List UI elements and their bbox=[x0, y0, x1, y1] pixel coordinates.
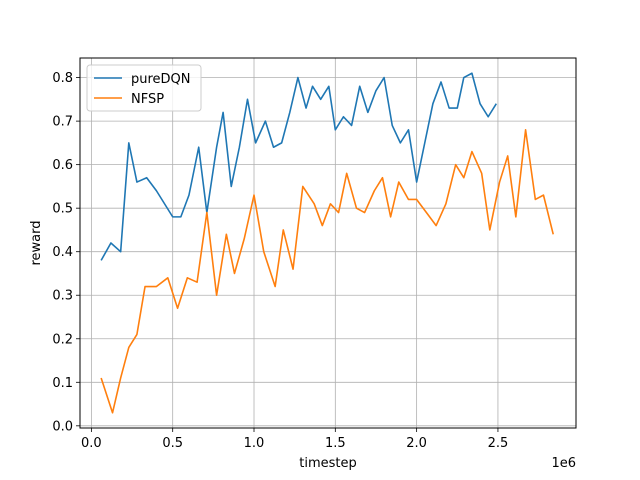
y-axis-label: reward bbox=[29, 220, 44, 265]
x-tick-label: 2.0 bbox=[406, 436, 427, 451]
y-tick-label: 0.5 bbox=[52, 202, 73, 217]
x-axis-offset-label: 1e6 bbox=[551, 456, 576, 471]
y-tick-label: 0.6 bbox=[52, 158, 73, 173]
grid bbox=[80, 58, 576, 428]
x-axis-label: timestep bbox=[299, 456, 357, 471]
y-tick-label: 0.0 bbox=[52, 419, 73, 434]
series-line-nfsp bbox=[100, 129, 555, 414]
y-tick-label: 0.1 bbox=[52, 376, 73, 391]
x-tick-label: 1.0 bbox=[244, 436, 265, 451]
y-tick-label: 0.8 bbox=[52, 71, 73, 86]
x-tick-label: 1.5 bbox=[325, 436, 346, 451]
plot-frame bbox=[79, 57, 577, 429]
x-tick-label: 2.5 bbox=[488, 436, 509, 451]
x-tick-label: 0.5 bbox=[162, 436, 183, 451]
series-layer bbox=[100, 72, 555, 414]
ticks: 0.0 0.5 1.0 1.5 2.0 2.5 0.0 0.1 0.2 0.3 0.4 0.5 0.6 0… bbox=[52, 71, 508, 451]
series-line-puredqn bbox=[100, 72, 497, 261]
legend-box bbox=[86, 64, 202, 112]
legend: pureDQN NFSP bbox=[86, 64, 202, 112]
y-tick-label: 0.3 bbox=[52, 289, 73, 304]
y-tick-label: 0.4 bbox=[52, 245, 73, 260]
legend-label-puredqn: pureDQN bbox=[131, 72, 191, 87]
x-tick-label: 0.0 bbox=[81, 436, 102, 451]
y-tick-label: 0.7 bbox=[52, 115, 73, 130]
legend-label-nfsp: NFSP bbox=[131, 92, 164, 107]
y-tick-label: 0.2 bbox=[52, 332, 73, 347]
